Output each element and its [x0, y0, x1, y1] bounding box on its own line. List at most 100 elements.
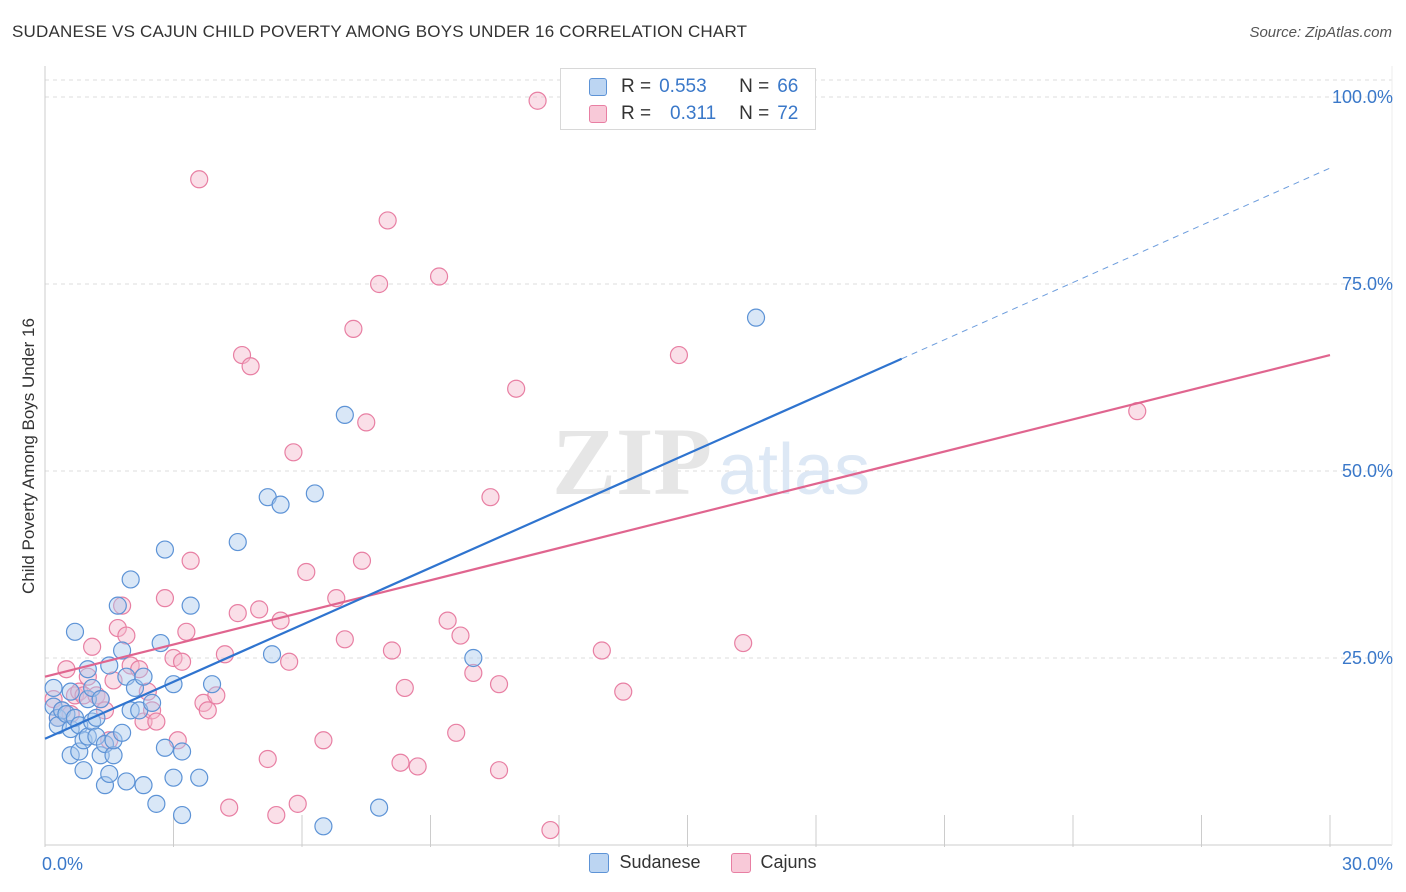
cajuns-point-41	[267, 805, 286, 825]
r-value: 0.311	[670, 103, 717, 124]
sudanese-swatch	[589, 78, 607, 96]
cajuns-point-36	[228, 604, 247, 623]
cajuns-point-65	[489, 761, 509, 780]
cajuns-point-40	[258, 749, 277, 769]
cajuns-point-59	[429, 267, 449, 286]
cajuns-point-42	[271, 611, 290, 630]
sudanese-point-62	[746, 308, 766, 327]
sudanese-point-31	[112, 641, 132, 660]
cajuns-point-67	[507, 379, 526, 398]
legend-item-cajuns[interactable]: Cajuns	[730, 852, 817, 873]
sudanese-point-39	[134, 667, 153, 686]
sudanese-point-45	[155, 738, 175, 757]
sudanese-point-12	[70, 742, 89, 761]
y-tick-label-25: 25.0%	[1342, 648, 1393, 668]
cajuns-point-61	[447, 723, 466, 742]
axes	[44, 66, 1393, 847]
sudanese-point-52	[202, 675, 222, 694]
cajuns-point-34	[215, 645, 234, 664]
cajuns-legend-swatch	[730, 852, 751, 873]
sudanese-point-15	[78, 660, 97, 679]
sudanese-point-32	[112, 723, 132, 742]
cajuns-point-16	[112, 596, 132, 615]
cajuns-point-24	[155, 589, 175, 608]
sudanese-point-40	[134, 776, 153, 795]
n-label: N =	[739, 76, 770, 97]
cajuns-point-68	[528, 91, 547, 110]
legend-item-sudanese[interactable]: Sudanese	[589, 852, 701, 873]
sudanese-point-53	[228, 532, 247, 552]
r-label: R =	[621, 76, 652, 97]
cajuns-legend-label: Cajuns	[760, 852, 817, 872]
sudanese-point-23	[91, 746, 110, 765]
r-value: 0.553	[659, 76, 707, 97]
cajuns-point-73	[734, 633, 753, 653]
y-axis-label: Child Poverty Among Boys Under 16	[19, 318, 38, 594]
series-legend: Sudanese Cajuns	[0, 852, 1406, 873]
cajuns-point-46	[297, 562, 316, 582]
sudanese-trend-extension	[901, 167, 1331, 360]
sudanese-point-41	[142, 693, 162, 712]
tick-labels: 25.0% 50.0% 75.0% 100.0% 0.0% 30.0%	[42, 87, 1393, 874]
cajuns-point-57	[395, 678, 414, 698]
cajuns-point-66	[489, 675, 509, 694]
cajuns-point-70	[592, 641, 611, 660]
x-tick-label-min: 0.0%	[42, 854, 83, 874]
cajuns-point-45	[288, 794, 307, 813]
sudanese-point-0	[44, 678, 63, 698]
r-label: R =	[621, 103, 652, 124]
cajuns-point-47	[314, 731, 333, 750]
sudanese-point-17	[78, 690, 97, 709]
cajuns-point-23	[147, 712, 166, 731]
source-label: Source: ZipAtlas.com	[1249, 24, 1392, 41]
y-tick-label-50: 50.0%	[1342, 461, 1393, 481]
sudanese-point-51	[190, 768, 209, 787]
cajuns-point-38	[241, 357, 260, 376]
cajuns-point-33	[207, 686, 226, 705]
stats-legend: R = 0.553 N = 66 R = 0.311 N = 72	[560, 68, 816, 130]
sudanese-point-22	[91, 690, 110, 709]
cajuns-point-52	[357, 413, 376, 432]
cajuns-point-28	[177, 622, 196, 641]
y-tick-label-100: 100.0%	[1332, 87, 1393, 107]
sudanese-point-14	[74, 761, 93, 780]
cajuns-point-58	[408, 757, 427, 776]
sudanese-point-57	[305, 484, 324, 503]
cajuns-point-64	[481, 488, 500, 507]
sudanese-point-50	[181, 596, 200, 615]
cajuns-point-32	[198, 701, 217, 720]
y-tick-label-75: 75.0%	[1342, 274, 1393, 294]
n-label: N =	[739, 103, 770, 124]
cajuns-point-27	[172, 652, 192, 671]
sudanese-legend-label: Sudanese	[619, 852, 701, 872]
sudanese-point-61	[464, 648, 483, 668]
cajuns-swatch	[589, 105, 607, 123]
sudanese-point-49	[172, 805, 192, 825]
cajuns-point-43	[280, 652, 299, 671]
sudanese-point-42	[147, 794, 166, 813]
sudanese-point-55	[262, 645, 282, 664]
cajuns-point-35	[220, 798, 239, 817]
sudanese-point-48	[172, 742, 192, 761]
cajuns-point-54	[378, 211, 397, 230]
cajuns-point-60	[438, 611, 457, 630]
sudanese-trend-line	[44, 357, 903, 740]
watermark-atlas: atlas	[718, 430, 870, 510]
sudanese-points	[44, 308, 766, 836]
sudanese-point-35	[121, 570, 140, 589]
sudanese-point-10	[65, 622, 85, 641]
cajuns-point-17	[117, 626, 136, 645]
cajuns-point-44	[284, 443, 303, 462]
cajuns-point-50	[344, 319, 363, 338]
cajuns-point-30	[190, 170, 209, 189]
cajuns-point-22	[142, 701, 162, 720]
cajuns-point-51	[352, 551, 372, 570]
cajuns-point-56	[391, 753, 410, 772]
x-tick-label-max: 30.0%	[1342, 854, 1393, 874]
sudanese-point-30	[108, 596, 127, 615]
chart-title: SUDANESE VS CAJUN CHILD POVERTY AMONG BO…	[12, 22, 748, 41]
watermark: ZIP atlas	[552, 408, 870, 515]
sudanese-point-6	[61, 682, 80, 701]
n-value: 72	[777, 103, 799, 124]
